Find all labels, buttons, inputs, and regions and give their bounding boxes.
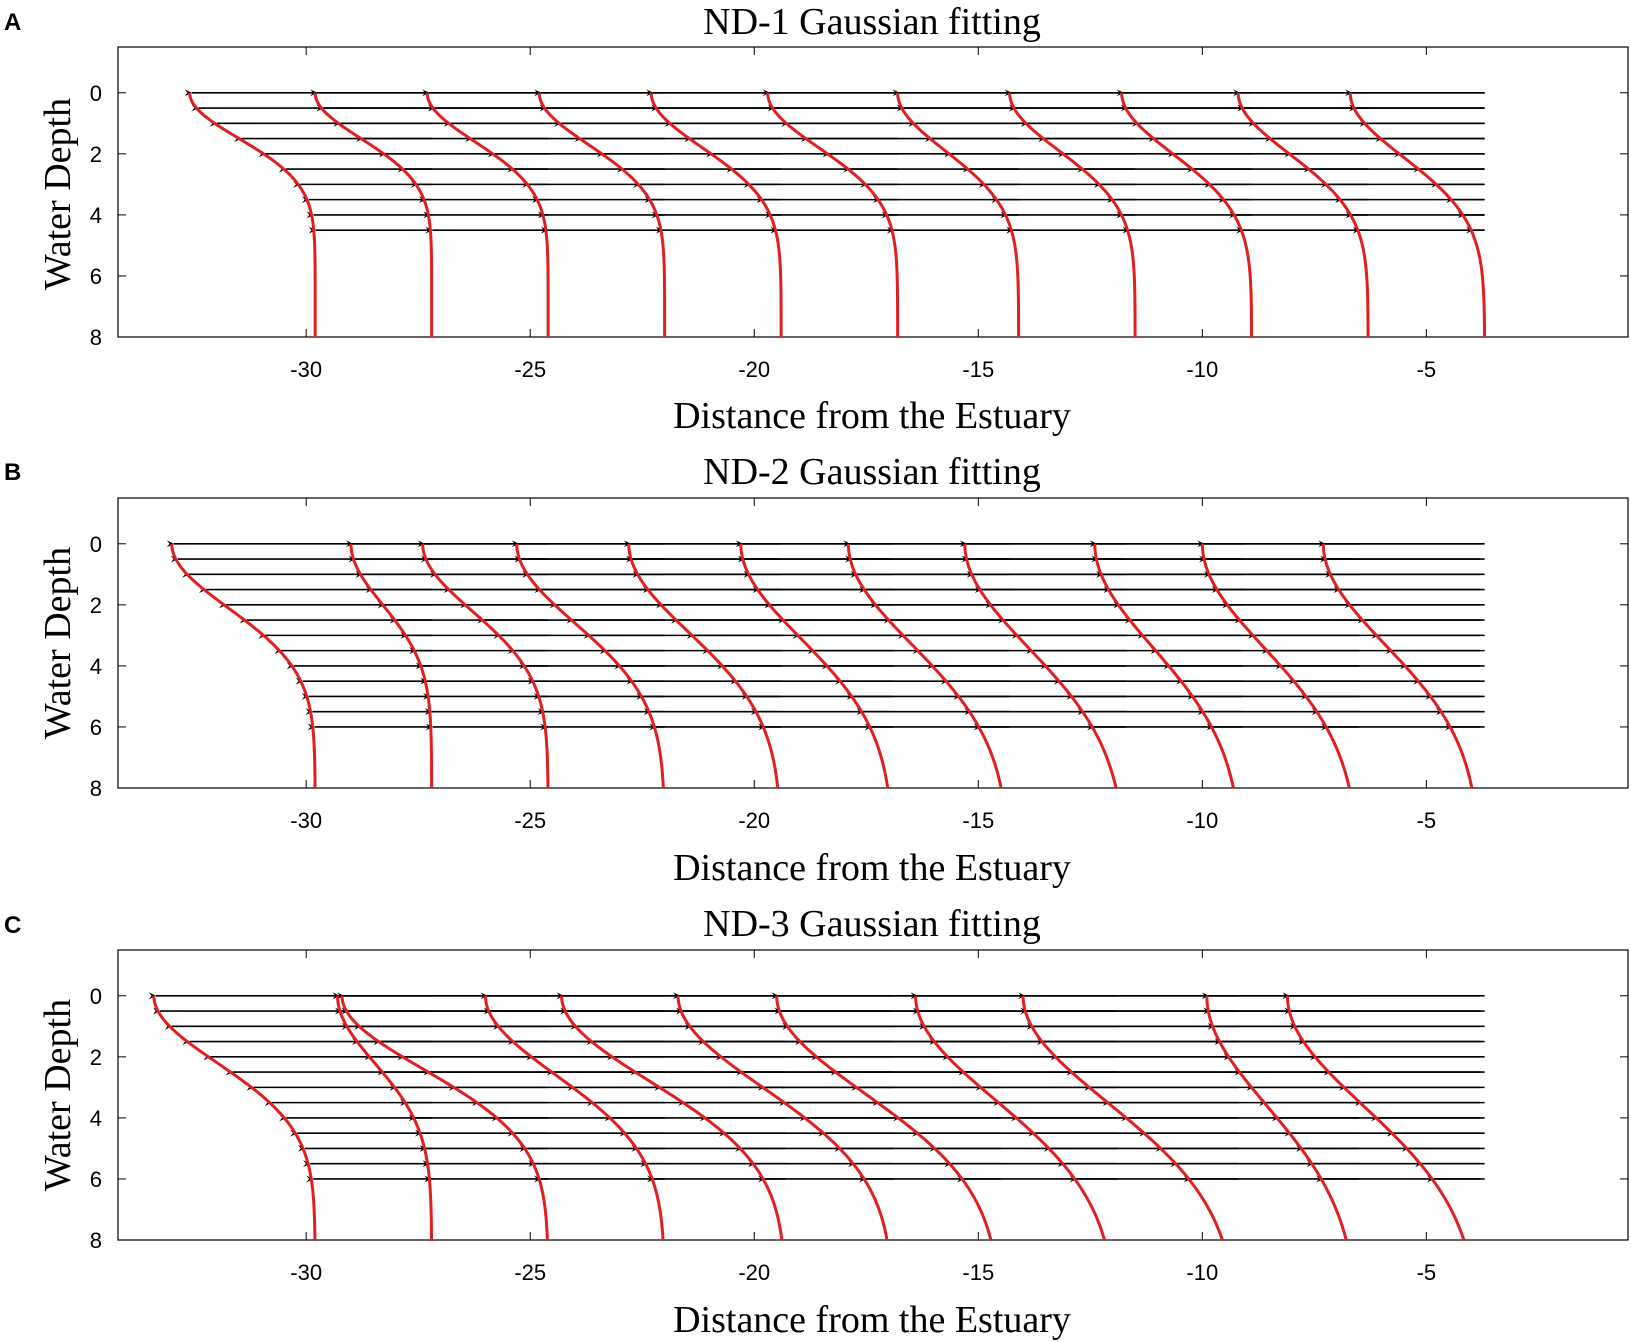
gaussian-fit-curve [896, 92, 1021, 338]
x-tick-label: -15 [962, 1260, 994, 1285]
gaussian-fit-curve [1093, 543, 1235, 789]
panel-b: B ND-2 Gaussian fitting Distance from th… [4, 451, 1629, 889]
y-tick-label: 6 [90, 1167, 102, 1192]
panel-c-xlabel: Distance from the Estuary [673, 1299, 1071, 1341]
x-tick-label: -10 [1186, 1260, 1218, 1285]
x-tick-label: -20 [738, 1260, 770, 1285]
x-tick-label: -5 [1417, 1260, 1437, 1285]
panel-c-ylabel: Water Depth [37, 999, 79, 1191]
y-tick-label: 8 [90, 325, 102, 350]
x-tick-label: -20 [738, 357, 770, 382]
x-tick-label: -20 [738, 808, 770, 833]
gaussian-fit-curve [1120, 92, 1254, 338]
gaussian-fit-curve [627, 543, 780, 789]
panel-letter-c: C [4, 912, 21, 939]
gaussian-fit-curve [1236, 92, 1370, 338]
gaussian-fit-curve [1200, 543, 1351, 789]
gaussian-fit-curve [340, 995, 549, 1241]
panel-b-xlabel: Distance from the Estuary [673, 847, 1071, 889]
panel-letter-a: A [4, 9, 21, 36]
gaussian-fit-curve [1348, 92, 1487, 338]
y-tick-label: 8 [90, 1228, 102, 1253]
panel-letter-b: B [4, 459, 21, 486]
y-tick-label: 4 [90, 654, 102, 679]
plot-frame [117, 46, 1629, 338]
gaussian-fit-curve [766, 92, 900, 337]
gaussian-fit-curve [676, 995, 889, 1241]
gaussian-fit-curve [560, 995, 784, 1241]
gaussian-fit-curve [313, 92, 434, 337]
panel-c-title: ND-3 Gaussian fitting [703, 903, 1041, 945]
plot-frame [117, 497, 1629, 789]
gaussian-fit-curve [963, 543, 1118, 789]
panel-a-plot: -30 -25 -20 -15 -10 -5 0 2 4 6 8 [90, 46, 1629, 382]
x-tick-label: -30 [290, 357, 322, 382]
gaussian-fit-curve [1008, 92, 1137, 337]
gaussian-fit-curve [152, 995, 317, 1241]
panel-b-ylabel: Water Depth [37, 547, 79, 739]
gaussian-fit-curve [1285, 995, 1466, 1241]
gaussian-fit-curve [336, 995, 434, 1241]
x-tick-label: -10 [1186, 808, 1218, 833]
x-tick-label: -5 [1417, 357, 1437, 382]
y-tick-label: 4 [90, 203, 102, 228]
x-tick-label: -5 [1417, 808, 1437, 833]
x-tick-label: -25 [514, 808, 546, 833]
x-tick-label: -30 [290, 1260, 322, 1285]
gaussian-fit-curve [170, 543, 317, 789]
y-tick-label: 0 [90, 81, 102, 106]
gaussian-fit-curve [515, 543, 665, 789]
y-tick-label: 6 [90, 264, 102, 289]
gaussian-fit-curve [1205, 995, 1348, 1241]
x-tick-label: -25 [514, 357, 546, 382]
gaussian-fit-curve [1021, 995, 1224, 1241]
x-tick-label: -10 [1186, 357, 1218, 382]
y-tick-label: 6 [90, 715, 102, 740]
panel-b-title: ND-2 Gaussian fitting [703, 451, 1041, 493]
x-tick-label: -15 [962, 808, 994, 833]
gaussian-fit-curve [188, 92, 317, 337]
gaussian-fit-curve [537, 92, 667, 337]
y-tick-label: 2 [90, 593, 102, 618]
gaussian-fit-curve [1321, 543, 1474, 789]
panel-a-ylabel: Water Depth [37, 98, 79, 290]
x-tick-label: -25 [514, 1260, 546, 1285]
gaussian-fit-curve [349, 543, 434, 788]
gaussian-fit-curve [914, 995, 1106, 1241]
plot-frame [117, 949, 1629, 1241]
panel-b-plot: -30 -25 -20 -15 -10 -5 0 2 4 6 8 [90, 497, 1629, 833]
gaussian-fit-curve [846, 543, 1003, 789]
panel-a-title: ND-1 Gaussian fitting [703, 1, 1041, 43]
x-tick-label: -30 [290, 808, 322, 833]
panel-c: C ND-3 Gaussian fitting Distance from th… [4, 903, 1629, 1341]
y-tick-label: 2 [90, 1045, 102, 1070]
gaussian-fit-curve [775, 995, 993, 1241]
gaussian-fit-curve [483, 995, 665, 1241]
y-tick-label: 0 [90, 532, 102, 557]
gaussian-fit-curve [649, 92, 783, 337]
panel-a: A ND-1 Gaussian fitting Distance from th… [4, 1, 1629, 437]
y-tick-label: 0 [90, 984, 102, 1009]
y-tick-label: 8 [90, 776, 102, 801]
gaussian-fit-curve [421, 543, 550, 789]
y-tick-label: 4 [90, 1106, 102, 1131]
x-tick-label: -15 [962, 357, 994, 382]
gaussian-fit-curve [739, 543, 890, 789]
panel-a-xlabel: Distance from the Estuary [673, 395, 1071, 437]
panel-c-plot: -30 -25 -20 -15 -10 -5 0 2 4 6 8 [90, 949, 1629, 1285]
y-tick-label: 2 [90, 142, 102, 167]
gaussian-fit-curve [425, 92, 550, 337]
